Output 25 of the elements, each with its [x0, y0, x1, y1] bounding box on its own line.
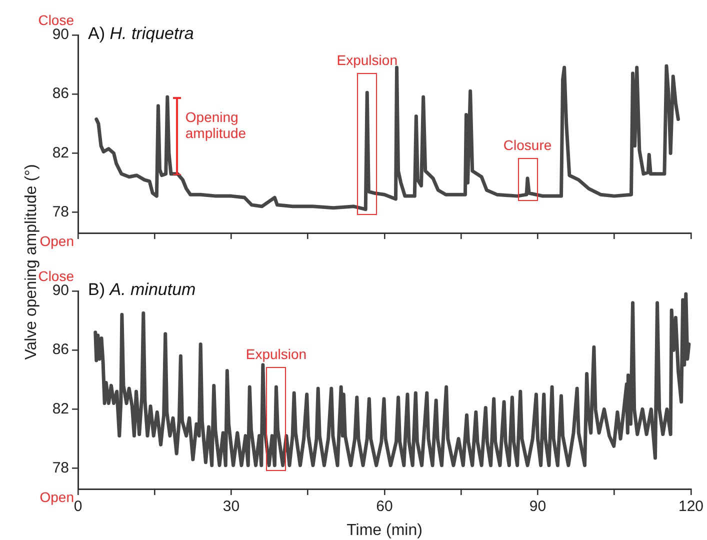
text: Open [40, 489, 74, 505]
annotation: Opening amplitude [185, 109, 248, 142]
text: Open [40, 233, 74, 249]
chart-title: A) H. triquetra [88, 24, 194, 43]
annotation: Expulsion [336, 52, 398, 68]
chart-title: B) A. minutum [88, 280, 196, 299]
text: Close [38, 12, 74, 28]
x-tick-label: 90 [529, 498, 546, 516]
y-tick-label: 78 [52, 203, 69, 220]
x-tick-label: 120 [678, 498, 704, 516]
annotation: Closure [503, 137, 552, 154]
x-axis-title: Time (min) [346, 522, 422, 539]
annotation: Expulsion [246, 346, 307, 362]
y-axis-title: Valve opening amplitude (°) [23, 164, 40, 360]
y-tick-label: 82 [52, 400, 69, 418]
x-tick-label: 0 [74, 498, 82, 516]
x-tick-label: 60 [376, 498, 393, 516]
y-tick-label: 78 [52, 459, 69, 476]
x-tick-label: 30 [222, 498, 240, 516]
y-tick-label: 82 [52, 144, 69, 162]
text: Close [38, 268, 74, 284]
y-tick-label: 86 [52, 85, 69, 102]
y-tick-label: 90 [52, 26, 69, 44]
y-tick-label: 86 [52, 341, 69, 358]
y-tick-label: 90 [52, 282, 69, 300]
